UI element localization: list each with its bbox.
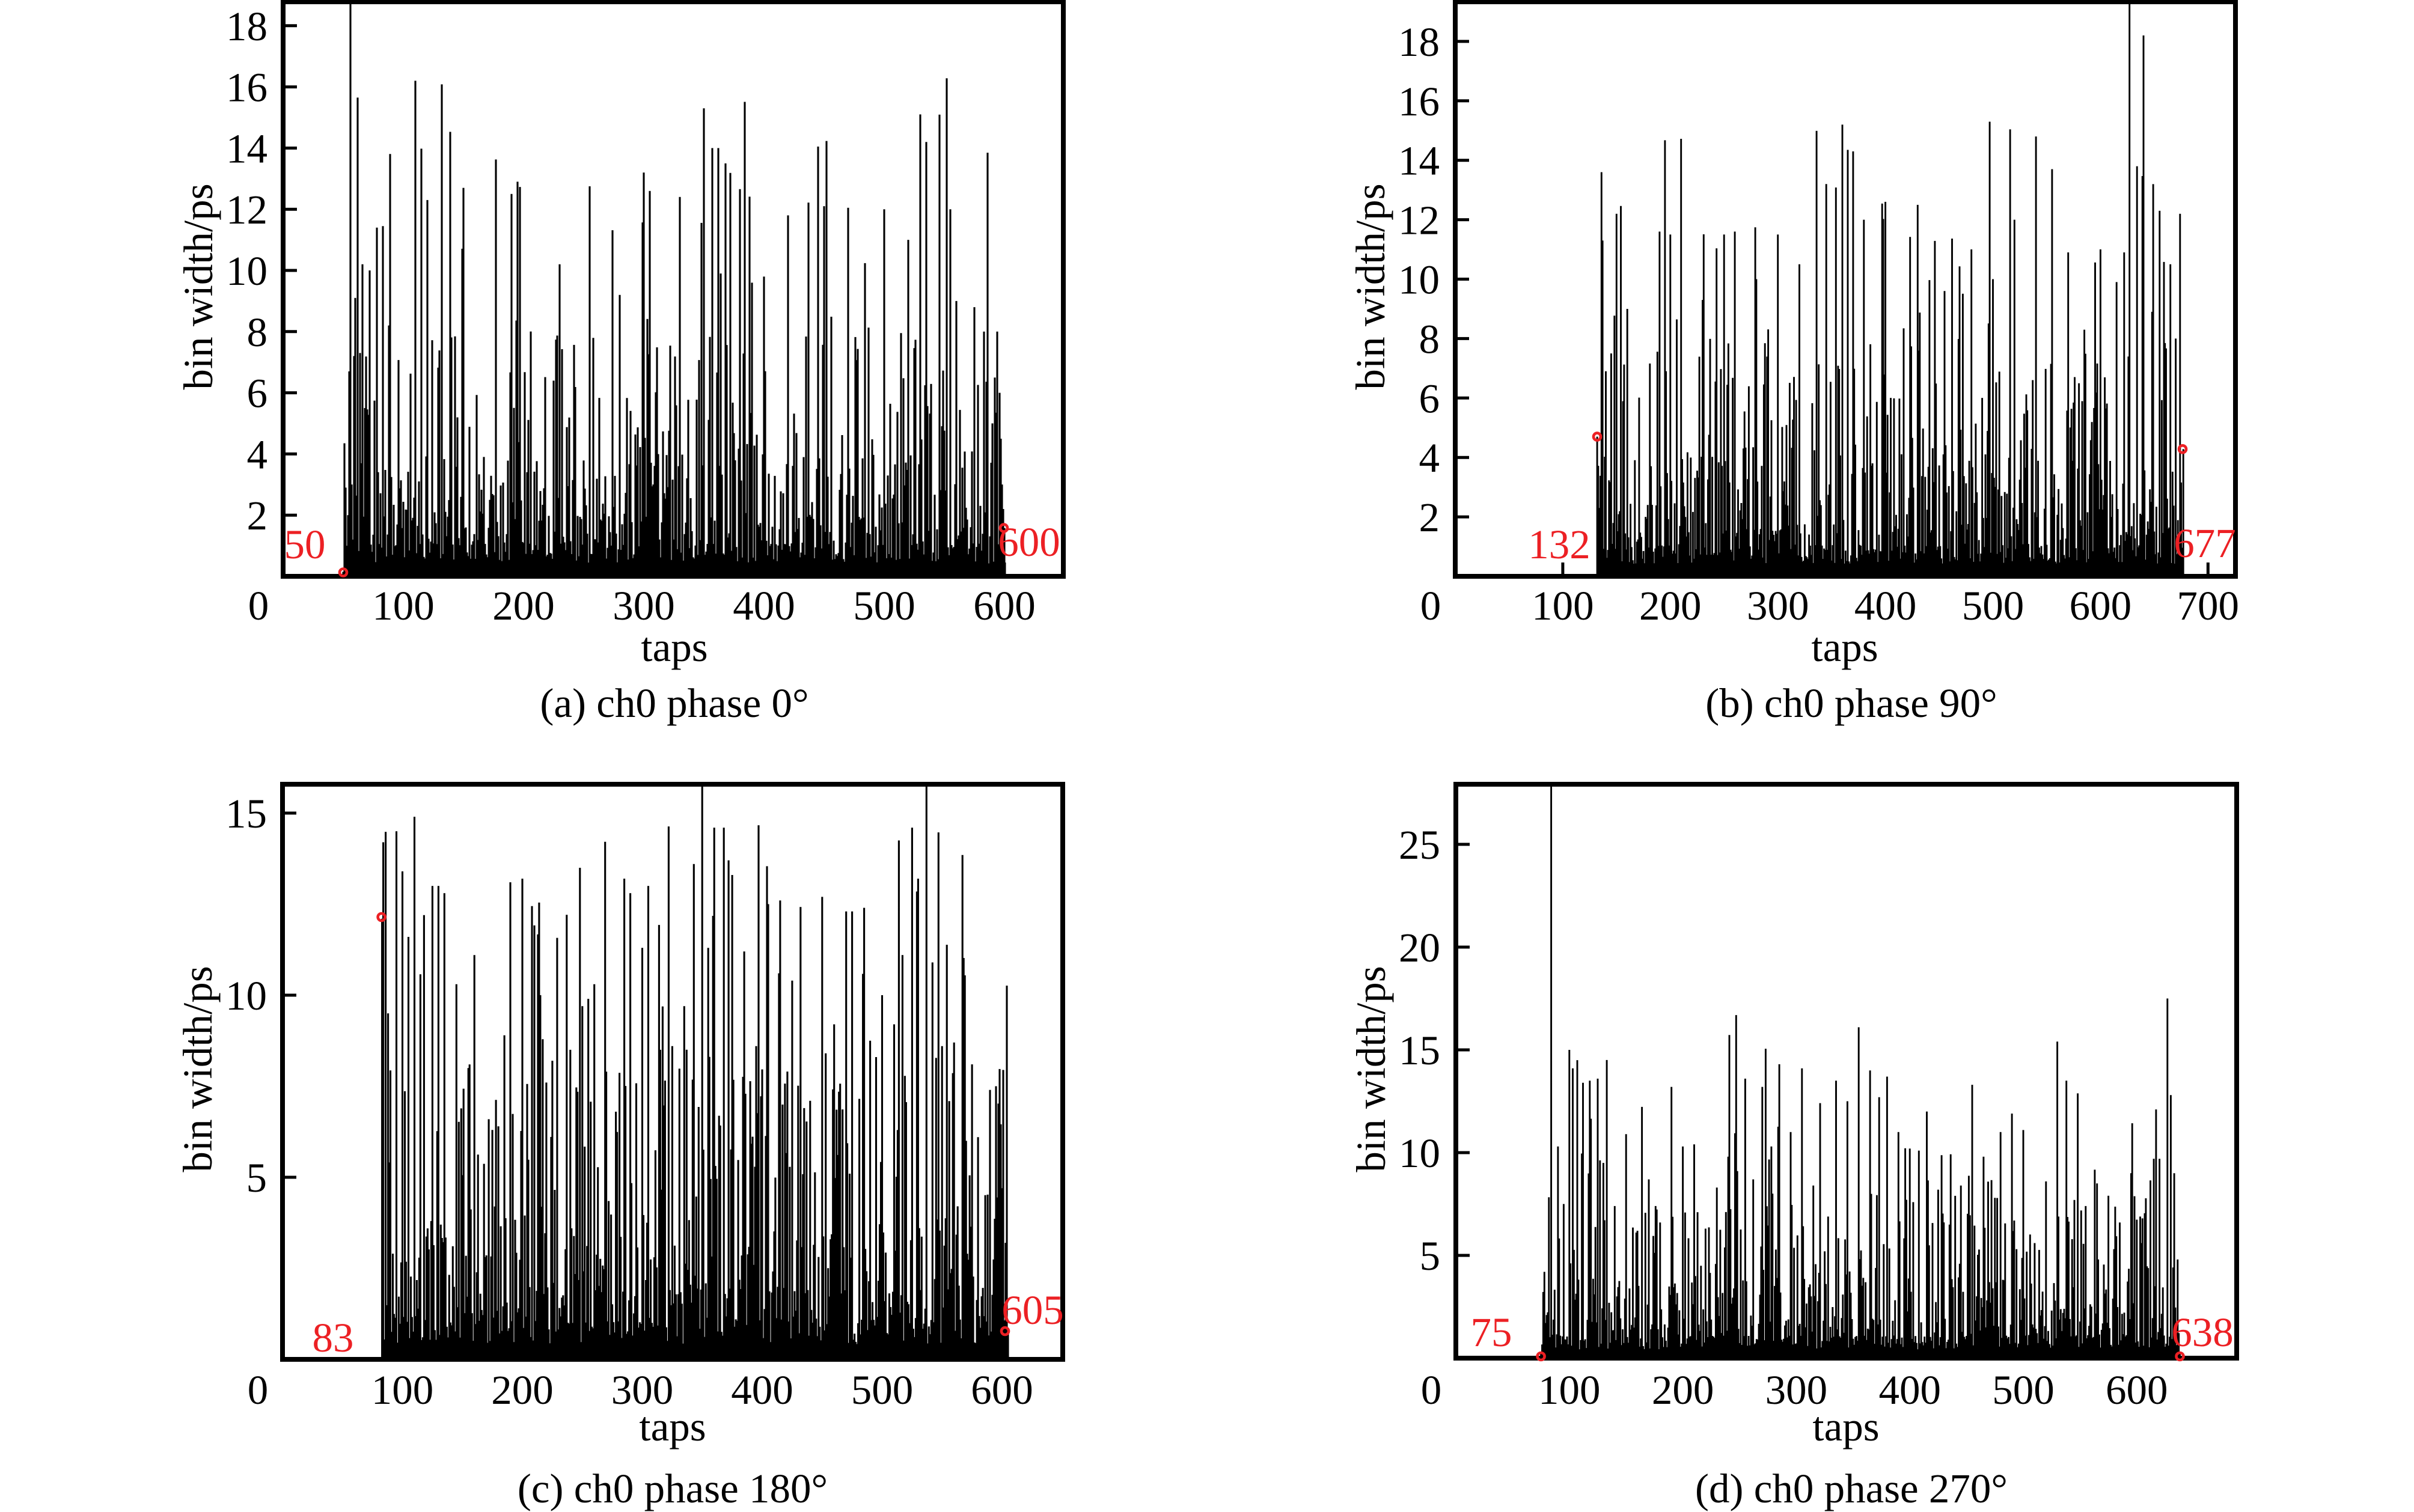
- svg-text:300: 300: [1747, 583, 1809, 629]
- svg-text:300: 300: [611, 1367, 674, 1413]
- svg-text:100: 100: [1532, 583, 1594, 629]
- svg-text:12: 12: [1398, 198, 1440, 243]
- svg-text:6: 6: [1419, 376, 1440, 421]
- svg-text:0: 0: [1421, 1367, 1442, 1413]
- svg-text:8: 8: [1419, 316, 1440, 362]
- svg-text:132: 132: [1528, 522, 1590, 567]
- svg-text:bin width/ps: bin width/ps: [175, 966, 221, 1172]
- svg-text:10: 10: [1399, 1130, 1440, 1176]
- svg-text:300: 300: [1765, 1367, 1828, 1413]
- svg-text:taps: taps: [641, 624, 707, 670]
- svg-text:12: 12: [226, 187, 267, 233]
- svg-text:bin width/ps: bin width/ps: [1348, 966, 1394, 1172]
- svg-text:605: 605: [1001, 1287, 1064, 1333]
- svg-text:(c) ch0 phase 180°: (c) ch0 phase 180°: [518, 1466, 828, 1511]
- svg-text:100: 100: [372, 583, 435, 629]
- svg-text:10: 10: [225, 973, 267, 1019]
- svg-text:6: 6: [247, 371, 268, 416]
- svg-text:100: 100: [371, 1367, 434, 1413]
- svg-text:5: 5: [1420, 1233, 1441, 1279]
- svg-text:500: 500: [853, 583, 915, 629]
- svg-text:100: 100: [1538, 1367, 1601, 1413]
- svg-text:14: 14: [1398, 138, 1440, 184]
- svg-text:500: 500: [1962, 583, 2024, 629]
- svg-text:400: 400: [1878, 1367, 1941, 1413]
- svg-text:18: 18: [226, 4, 267, 49]
- svg-text:8: 8: [247, 309, 268, 355]
- svg-text:638: 638: [2171, 1309, 2234, 1355]
- svg-text:(a) ch0 phase 0°: (a) ch0 phase 0°: [540, 680, 808, 726]
- svg-text:16: 16: [1398, 79, 1440, 124]
- svg-text:0: 0: [1420, 583, 1441, 629]
- svg-text:200: 200: [1639, 583, 1702, 629]
- svg-text:(d) ch0 phase 270°: (d) ch0 phase 270°: [1695, 1466, 2008, 1511]
- svg-text:400: 400: [731, 1367, 793, 1413]
- svg-text:(b) ch0 phase 90°: (b) ch0 phase 90°: [1705, 680, 1997, 726]
- svg-text:50: 50: [284, 522, 326, 567]
- svg-text:400: 400: [1854, 583, 1917, 629]
- svg-text:5: 5: [246, 1155, 267, 1201]
- svg-text:0: 0: [248, 1367, 269, 1413]
- svg-text:700: 700: [2177, 583, 2240, 629]
- svg-text:600: 600: [971, 1367, 1033, 1413]
- svg-text:500: 500: [851, 1367, 914, 1413]
- svg-text:16: 16: [226, 65, 267, 111]
- svg-text:taps: taps: [1811, 624, 1878, 670]
- svg-text:677: 677: [2174, 520, 2236, 566]
- svg-text:18: 18: [1398, 19, 1440, 65]
- svg-text:25: 25: [1399, 822, 1440, 868]
- svg-text:10: 10: [226, 248, 267, 294]
- svg-text:83: 83: [313, 1315, 354, 1361]
- svg-text:15: 15: [225, 791, 267, 837]
- svg-text:10: 10: [1398, 257, 1440, 303]
- svg-text:200: 200: [1652, 1367, 1714, 1413]
- svg-text:300: 300: [613, 583, 675, 629]
- svg-text:taps: taps: [1812, 1404, 1879, 1450]
- svg-text:200: 200: [491, 1367, 554, 1413]
- svg-text:200: 200: [492, 583, 555, 629]
- svg-text:400: 400: [733, 583, 795, 629]
- svg-text:0: 0: [248, 583, 269, 629]
- svg-text:4: 4: [1419, 435, 1440, 481]
- svg-text:4: 4: [247, 431, 268, 477]
- svg-text:bin width/ps: bin width/ps: [176, 183, 221, 389]
- svg-text:15: 15: [1399, 1028, 1440, 1073]
- svg-text:2: 2: [247, 493, 268, 538]
- svg-text:20: 20: [1399, 925, 1440, 971]
- svg-text:2: 2: [1419, 495, 1440, 540]
- svg-text:600: 600: [2106, 1367, 2168, 1413]
- svg-text:500: 500: [1992, 1367, 2055, 1413]
- svg-text:75: 75: [1471, 1309, 1512, 1355]
- svg-text:600: 600: [2070, 583, 2132, 629]
- svg-text:14: 14: [226, 126, 267, 171]
- svg-text:600: 600: [973, 583, 1036, 629]
- svg-text:bin width/ps: bin width/ps: [1348, 183, 1393, 389]
- svg-text:taps: taps: [639, 1404, 706, 1450]
